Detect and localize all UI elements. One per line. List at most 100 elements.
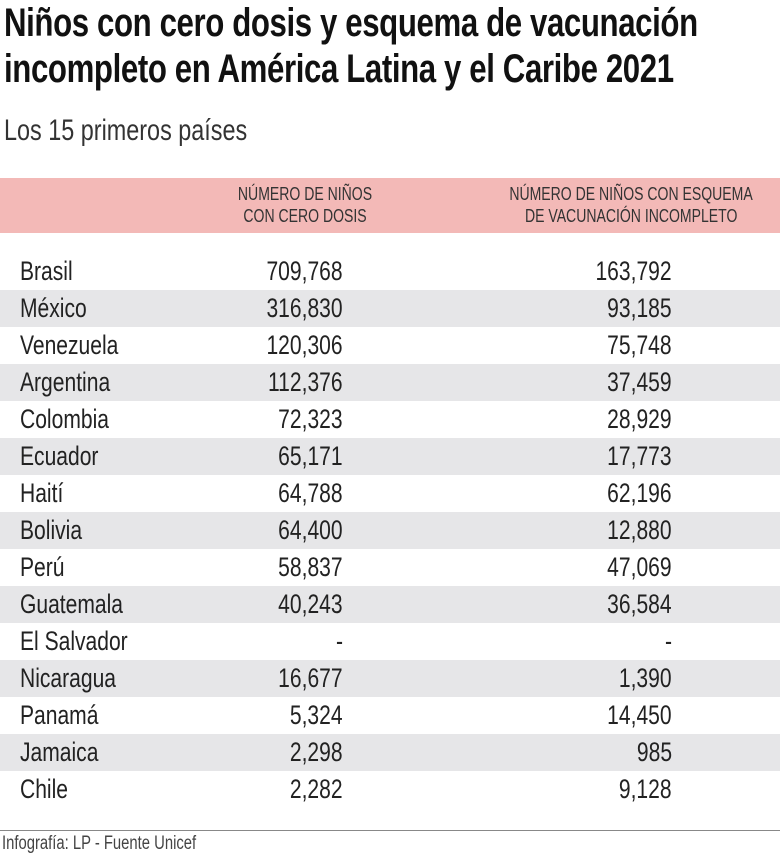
incomplete-cell-text: 93,185 [607, 293, 672, 323]
title-line-1: Niños con cero dosis y esquema de vacuna… [4, 1, 698, 45]
country-cell: Brasil [20, 256, 88, 286]
table-row: Jamaica 2,298 985 [0, 734, 780, 771]
column-header-line: CON CERO DOSIS [243, 206, 367, 226]
zero-dose-cell: 709,768 [245, 256, 343, 286]
table-row: Chile 2,282 9,128 [0, 771, 780, 808]
country-cell-text: Chile [20, 774, 68, 804]
table-row: Brasil 709,768 163,792 [0, 253, 780, 290]
incomplete-cell: 985 [627, 737, 672, 767]
column-header-zero-dose: NÚMERO DE NIÑOS CON CERO DOSIS [205, 183, 405, 227]
zero-dose-cell-text: 5,324 [290, 700, 343, 730]
incomplete-cell: 14,450 [589, 700, 672, 730]
zero-dose-cell-text: 64,788 [278, 478, 343, 508]
incomplete-cell: 47,069 [589, 552, 672, 582]
zero-dose-cell-text: 316,830 [266, 293, 343, 323]
country-cell: Colombia [20, 404, 134, 434]
incomplete-cell-text: 62,196 [607, 478, 672, 508]
zero-dose-cell: 40,243 [260, 589, 343, 619]
incomplete-cell-text: 75,748 [607, 330, 672, 360]
table-row: México 316,830 93,185 [0, 290, 780, 327]
column-header-line: NÚMERO DE NIÑOS [237, 184, 373, 204]
table-row: Argentina 112,376 37,459 [0, 364, 780, 401]
incomplete-cell: 37,459 [589, 367, 672, 397]
zero-dose-cell: 58,837 [260, 552, 343, 582]
country-cell-text: Ecuador [20, 441, 99, 471]
zero-dose-cell: 64,400 [260, 515, 343, 545]
table-row: Ecuador 65,171 17,773 [0, 438, 780, 475]
country-cell-text: Guatemala [20, 589, 124, 619]
zero-dose-cell: 2,298 [275, 737, 343, 767]
subtitle-text: Los 15 primeros países [4, 114, 248, 147]
country-cell-text: Nicaragua [20, 663, 117, 693]
zero-dose-cell-text: 65,171 [278, 441, 343, 471]
source-credit-text: Infografía: LP - Fuente Unicef [2, 833, 197, 854]
table-row: Haití 64,788 62,196 [0, 475, 780, 512]
incomplete-cell: 9,128 [604, 774, 672, 804]
zero-dose-cell: 2,282 [275, 774, 343, 804]
incomplete-cell: 12,880 [589, 515, 672, 545]
incomplete-cell: 62,196 [589, 478, 672, 508]
page-title: Niños con cero dosis y esquema de vacuna… [4, 0, 780, 92]
column-header-line: NÚMERO DE NIÑOS CON ESQUEMA [509, 184, 753, 204]
table-row: El Salvador - - [0, 623, 780, 660]
table-row: Venezuela 120,306 75,748 [0, 327, 780, 364]
table-row: Panamá 5,324 14,450 [0, 697, 780, 734]
country-cell: Nicaragua [20, 663, 143, 693]
incomplete-cell-text: 1,390 [619, 663, 672, 693]
table-row: Nicaragua 16,677 1,390 [0, 660, 780, 697]
title-line-2: incompleto en América Latina y el Caribe… [4, 47, 674, 91]
country-cell-text: Brasil [20, 256, 73, 286]
country-cell-text: Haití [20, 478, 64, 508]
country-cell: Argentina [20, 367, 136, 397]
zero-dose-cell-text: 64,400 [278, 515, 343, 545]
zero-dose-cell: - [334, 626, 343, 656]
incomplete-cell-text: 12,880 [607, 515, 672, 545]
country-cell: Haití [20, 478, 76, 508]
table-header: NÚMERO DE NIÑOS CON CERO DOSIS NÚMERO DE… [0, 178, 780, 233]
incomplete-cell-text: 37,459 [607, 367, 672, 397]
zero-dose-cell-text: 40,243 [278, 589, 343, 619]
country-cell-text: Bolivia [20, 515, 83, 545]
zero-dose-cell: 65,171 [260, 441, 343, 471]
incomplete-cell-text: 47,069 [607, 552, 672, 582]
incomplete-cell-text: - [664, 626, 672, 656]
country-cell-text: Panamá [20, 700, 99, 730]
zero-dose-cell: 72,323 [260, 404, 343, 434]
country-cell-text: Venezuela [20, 330, 119, 360]
incomplete-cell: - [663, 626, 672, 656]
zero-dose-cell-text: 120,306 [266, 330, 343, 360]
zero-dose-cell: 64,788 [260, 478, 343, 508]
zero-dose-cell: 16,677 [260, 663, 343, 693]
divider [0, 830, 780, 831]
country-cell: Venezuela [20, 330, 146, 360]
source-credit: Infografía: LP - Fuente Unicef [2, 833, 251, 855]
incomplete-cell: 93,185 [589, 293, 672, 323]
country-cell: El Salvador [20, 626, 158, 656]
zero-dose-cell-text: 112,376 [268, 367, 343, 397]
subtitle: Los 15 primeros países [4, 114, 316, 148]
country-cell-text: Colombia [20, 404, 109, 434]
incomplete-cell: 163,792 [574, 256, 672, 286]
incomplete-cell-text: 985 [636, 737, 672, 767]
incomplete-cell: 28,929 [589, 404, 672, 434]
incomplete-cell-text: 9,128 [619, 774, 672, 804]
zero-dose-cell-text: - [335, 626, 343, 656]
zero-dose-cell: 5,324 [275, 700, 343, 730]
country-cell-text: Argentina [20, 367, 111, 397]
country-cell: Chile [20, 774, 82, 804]
column-header-line: DE VACUNACIÓN INCOMPLETO [524, 206, 738, 226]
zero-dose-cell: 120,306 [245, 330, 343, 360]
country-cell: Panamá [20, 700, 121, 730]
country-cell-text: El Salvador [20, 626, 128, 656]
zero-dose-cell: 316,830 [245, 293, 343, 323]
country-cell: Perú [20, 552, 77, 582]
incomplete-cell-text: 28,929 [607, 404, 672, 434]
zero-dose-cell-text: 16,677 [278, 663, 343, 693]
country-cell-text: Perú [20, 552, 65, 582]
incomplete-cell-text: 17,773 [607, 441, 672, 471]
zero-dose-cell: 112,376 [247, 367, 343, 397]
table-row: Perú 58,837 47,069 [0, 549, 780, 586]
zero-dose-cell-text: 2,298 [290, 737, 343, 767]
country-cell: Bolivia [20, 515, 100, 545]
table-body: Brasil 709,768 163,792 México 316,830 93,185 V… [0, 253, 780, 808]
